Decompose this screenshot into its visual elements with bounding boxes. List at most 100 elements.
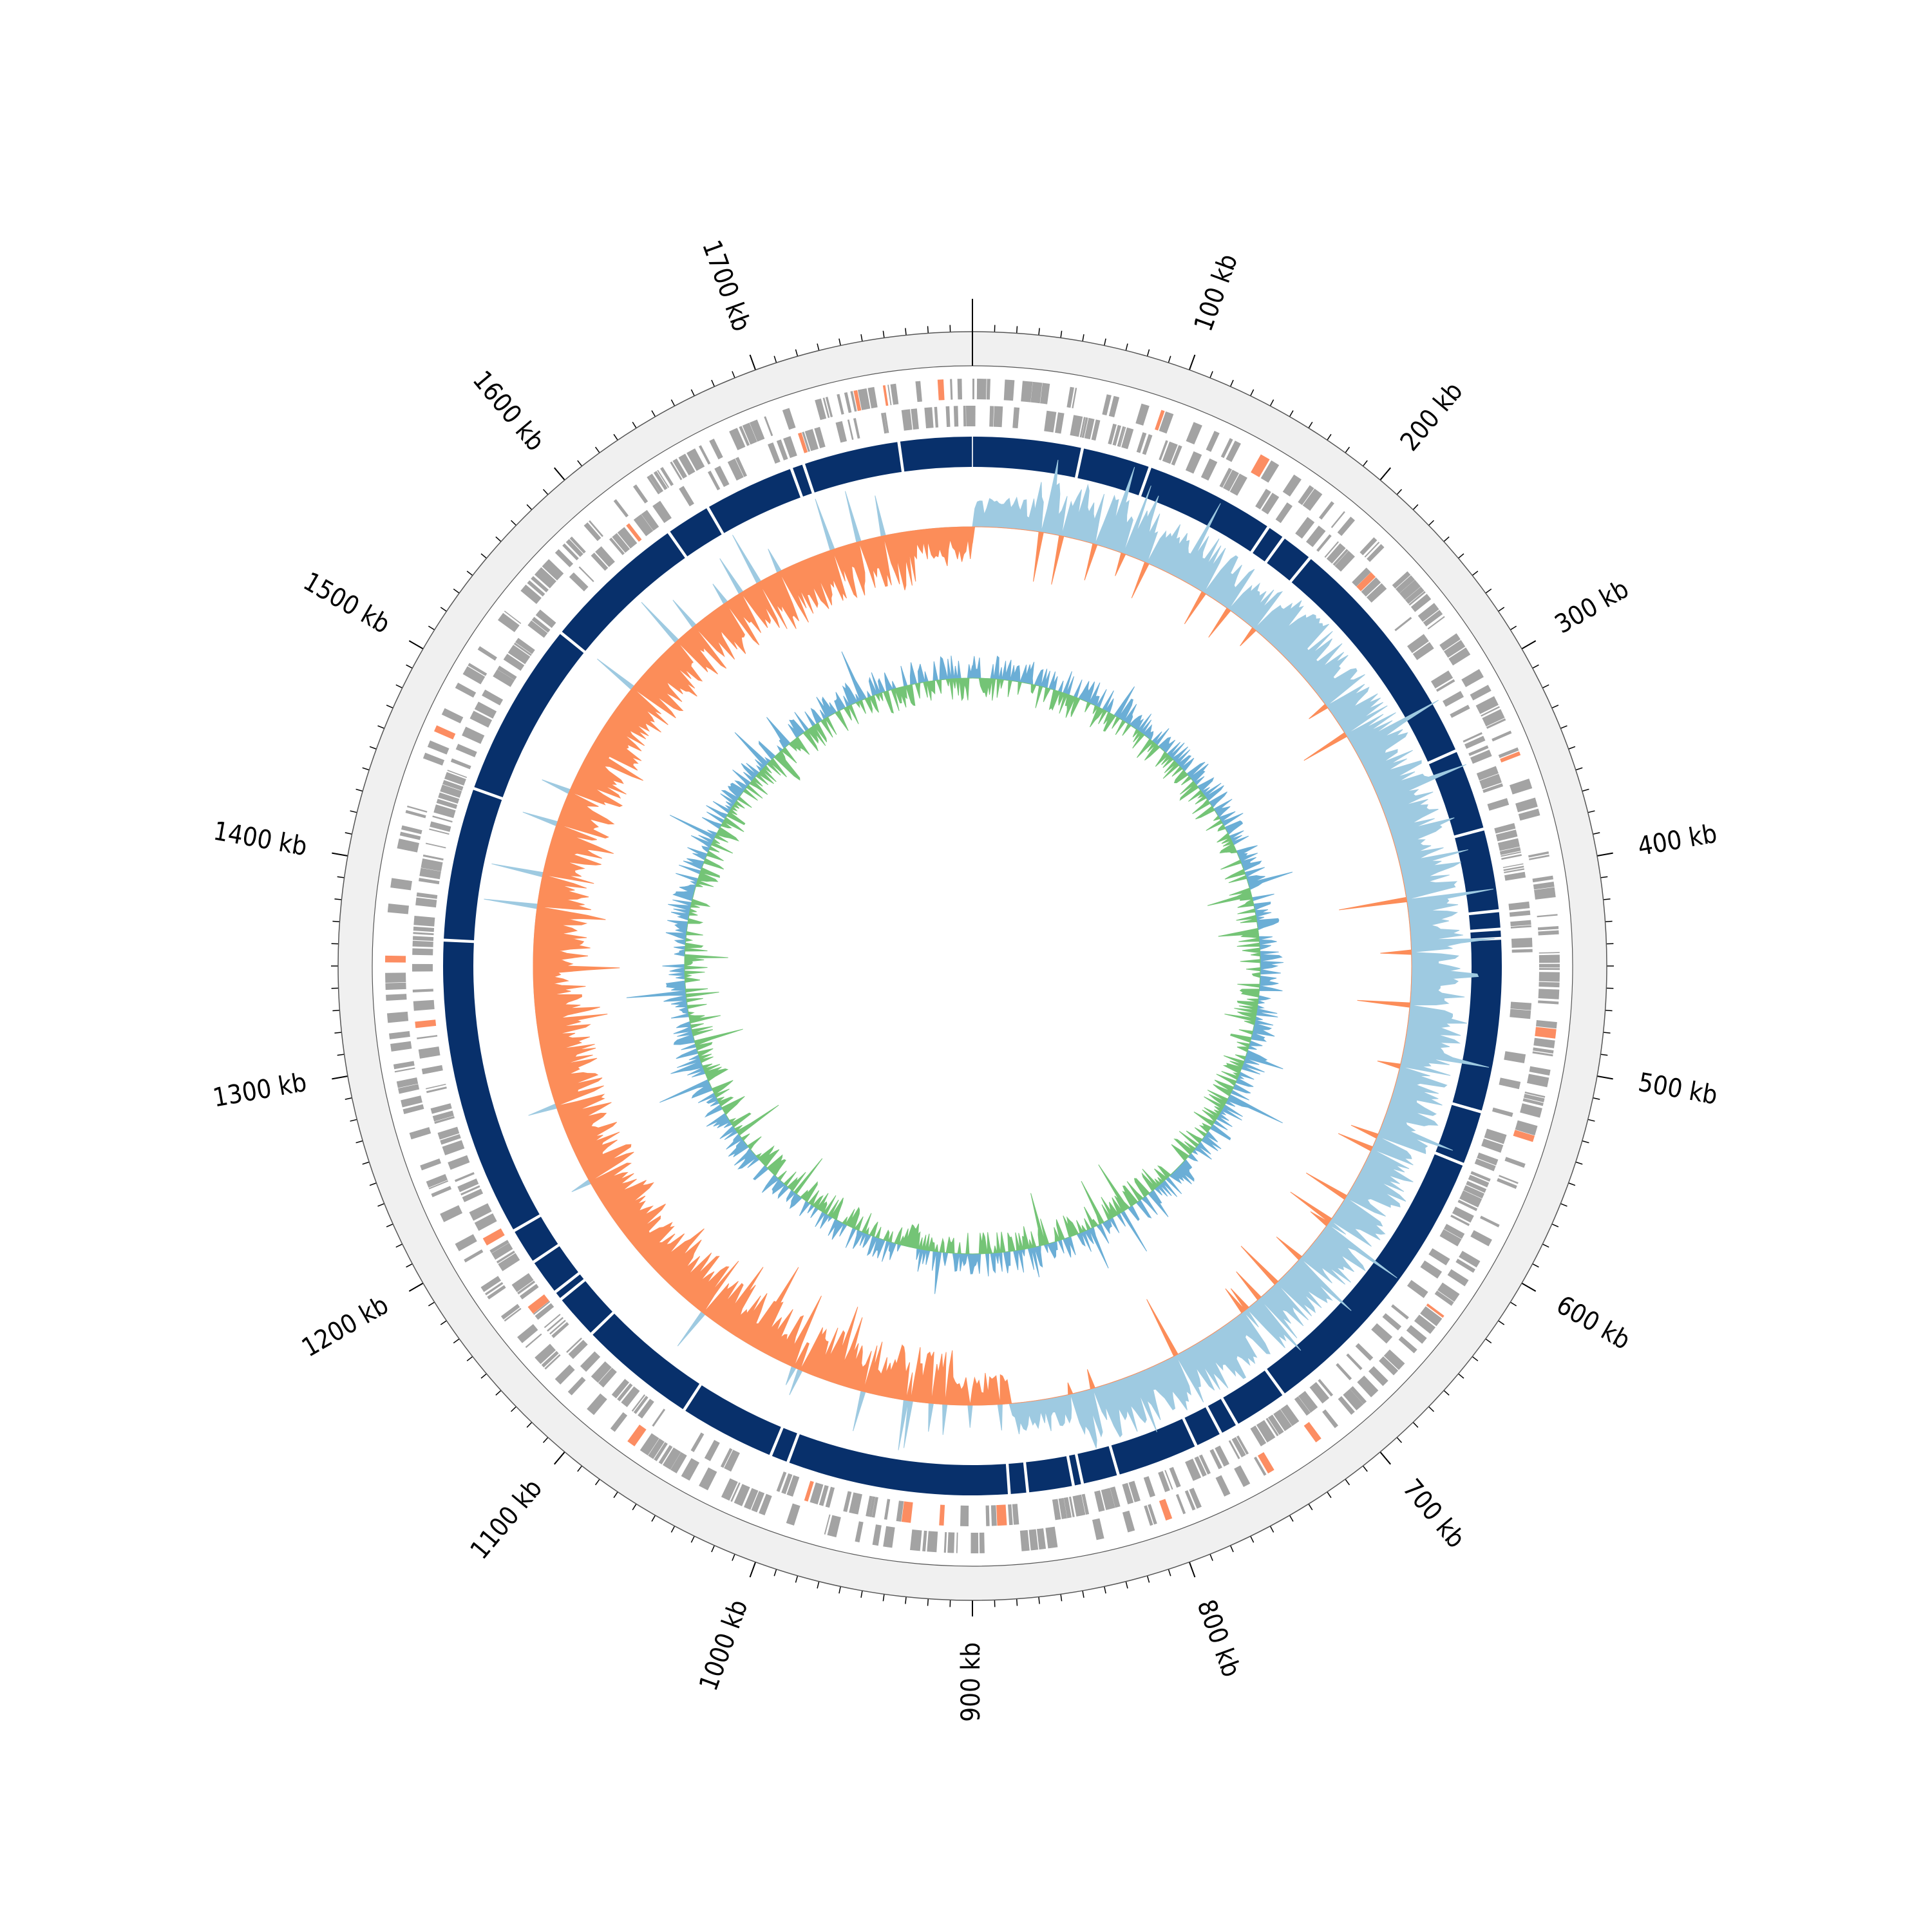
gene-feature: [866, 1495, 873, 1517]
gene-feature: [1121, 427, 1134, 450]
gene-feature: [735, 457, 748, 477]
gene-feature: [1236, 1435, 1249, 1455]
minor-tick: [613, 1492, 618, 1499]
rna-feature: [1513, 1130, 1535, 1142]
gene-feature: [1261, 493, 1280, 515]
contig-block: [444, 790, 502, 940]
gene-feature: [709, 439, 723, 460]
minor-tick: [480, 553, 487, 559]
contig-block: [789, 1434, 1009, 1496]
minor-tick: [1289, 410, 1294, 417]
gene-feature: [947, 1532, 955, 1553]
gene-feature: [884, 412, 889, 433]
gene-feature: [1185, 451, 1202, 474]
gene-feature: [504, 611, 522, 624]
gene-feature: [1318, 501, 1334, 520]
gene-feature: [1476, 766, 1499, 781]
major-tick: [332, 852, 348, 857]
minor-tick: [377, 725, 385, 729]
gene-feature: [1532, 1051, 1553, 1057]
gene-feature: [734, 1484, 750, 1506]
gene-feature: [405, 810, 426, 819]
gene-feature: [824, 1514, 831, 1535]
gene-feature: [1058, 1497, 1067, 1519]
minor-tick: [1593, 1097, 1600, 1100]
gene-feature: [413, 999, 435, 1011]
gene-feature: [426, 1086, 447, 1094]
gene-feature: [544, 1314, 561, 1329]
gene-feature: [957, 379, 962, 400]
minor-tick: [838, 338, 841, 346]
gene-feature: [500, 1303, 520, 1320]
gene-feature: [1487, 798, 1510, 811]
gene-feature: [1509, 778, 1533, 795]
gene-feature: [1398, 1336, 1417, 1354]
gene-feature: [1220, 438, 1233, 459]
minor-tick: [1250, 389, 1255, 397]
gene-feature: [976, 379, 987, 400]
gene-feature: [1184, 1490, 1196, 1511]
major-tick: [1596, 1075, 1613, 1080]
gene-feature: [1108, 395, 1120, 417]
contig-block: [562, 533, 685, 651]
minor-tick: [1603, 898, 1611, 900]
gene-feature: [1539, 952, 1560, 954]
gene-feature: [869, 1496, 876, 1517]
gene-feature: [399, 831, 421, 840]
gene-feature: [542, 559, 564, 581]
gene-feature: [872, 1524, 882, 1546]
gene-feature: [1379, 1356, 1399, 1376]
minor-tick: [795, 1575, 799, 1583]
minor-tick: [355, 788, 363, 792]
gene-feature: [1171, 445, 1182, 466]
tick-label-200kb: 200 kb: [1395, 377, 1469, 457]
gene-feature: [867, 386, 878, 409]
gene-feature: [857, 388, 871, 410]
gene-feature: [985, 1505, 990, 1526]
rna-feature: [1535, 1027, 1557, 1039]
minor-tick: [651, 1515, 656, 1522]
gene-feature: [416, 892, 438, 899]
gene-feature: [412, 940, 433, 947]
rna-feature: [385, 955, 406, 963]
gene-feature: [943, 1531, 947, 1553]
gene-feature: [681, 1458, 700, 1481]
gene-feature: [1331, 511, 1345, 528]
gene-feature: [480, 1276, 502, 1293]
gene-feature: [1298, 485, 1314, 506]
gene-feature: [776, 439, 788, 460]
gene-feature: [1435, 679, 1455, 692]
gene-feature: [1439, 1229, 1462, 1247]
gene-feature: [428, 1180, 449, 1189]
gene-feature: [455, 743, 477, 757]
gene-feature: [617, 527, 638, 549]
contig-block: [1468, 912, 1501, 930]
gene-feature: [427, 740, 450, 755]
gene-feature: [1068, 1496, 1075, 1517]
gene-feature: [1529, 1066, 1551, 1076]
gene-feature: [421, 1065, 443, 1075]
gene-feature: [497, 665, 517, 681]
gc-content-above: [626, 651, 1293, 1294]
gene-feature: [1200, 458, 1218, 481]
gene-feature: [1539, 954, 1560, 963]
minor-tick: [1542, 1244, 1549, 1248]
gene-feature: [1324, 541, 1340, 558]
minor-tick: [1016, 326, 1018, 334]
gene-feature: [1040, 383, 1050, 404]
minor-tick: [1209, 371, 1213, 379]
gene-feature: [386, 1011, 409, 1023]
gene-feature: [457, 1178, 479, 1193]
gene-feature: [1234, 1465, 1251, 1488]
gene-feature: [1169, 1466, 1181, 1488]
gene-feature: [1511, 949, 1533, 953]
minor-tick: [1327, 1492, 1332, 1499]
contig-block: [772, 1428, 797, 1462]
gene-feature: [527, 620, 548, 638]
gene-feature: [503, 654, 525, 671]
gene-feature: [507, 645, 531, 665]
gene-feature: [1367, 544, 1385, 562]
feature-track: [385, 379, 1560, 1553]
gene-feature: [1450, 705, 1470, 718]
gene-feature: [517, 1280, 536, 1294]
